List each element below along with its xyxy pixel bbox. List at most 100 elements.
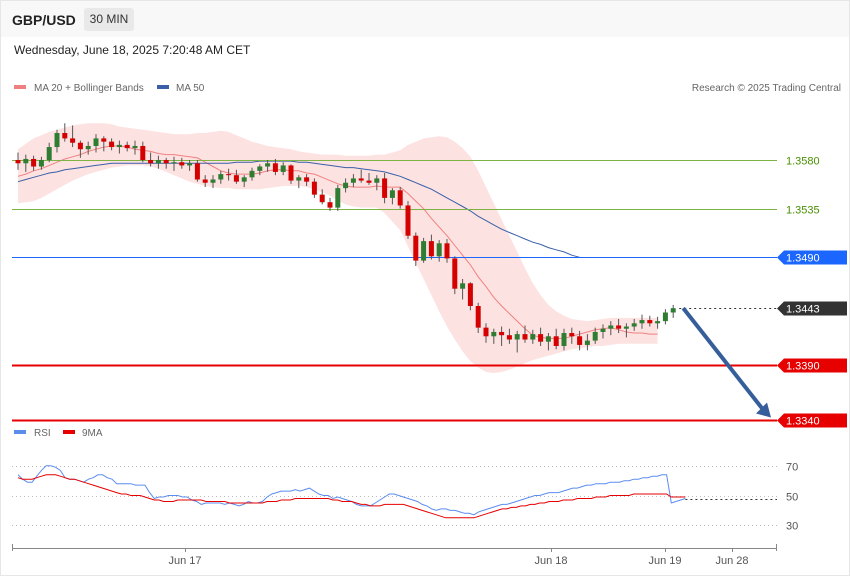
bullish-candle xyxy=(187,163,193,166)
bullish-candle xyxy=(218,174,224,180)
bullish-candle xyxy=(491,331,497,337)
bearish-candle xyxy=(538,334,544,342)
bullish-candle xyxy=(210,179,216,183)
bearish-candle xyxy=(382,178,388,198)
bullish-candle xyxy=(265,163,271,167)
bullish-candle xyxy=(257,166,263,171)
bearish-candle xyxy=(194,163,200,180)
bearish-candle xyxy=(483,327,489,337)
bullish-candle xyxy=(530,334,536,340)
bearish-candle xyxy=(358,178,364,181)
bearish-candle xyxy=(506,335,512,340)
bearish-candle xyxy=(366,180,372,183)
level-tag-pivot xyxy=(777,250,847,265)
bearish-candle xyxy=(616,325,622,329)
bullish-candle xyxy=(655,321,661,324)
x-tick-label: Jun 17 xyxy=(168,555,201,567)
timeframe-badge[interactable]: 30 MIN xyxy=(84,8,134,31)
level-label-support: 1.3340 xyxy=(786,416,820,428)
level-tag-support xyxy=(777,413,847,428)
bullish-candle xyxy=(662,312,668,322)
currency-pair-title: GBP/USD xyxy=(12,12,76,28)
ma20-line xyxy=(17,145,658,339)
bullish-candle xyxy=(296,177,302,181)
bearish-candle xyxy=(452,258,458,289)
x-tick-label: Jun 18 xyxy=(534,555,567,567)
timestamp-label: Wednesday, June 18, 2025 7:20:48 AM CET xyxy=(14,43,251,57)
bullish-candle xyxy=(389,190,395,198)
bearish-candle xyxy=(140,145,146,161)
bearish-candle xyxy=(109,141,115,148)
bullish-candle xyxy=(343,182,349,189)
rsi-tick-label: 70 xyxy=(786,462,798,474)
bullish-candle xyxy=(421,241,427,261)
bearish-candle xyxy=(288,165,294,181)
bearish-candle xyxy=(577,336,583,345)
ma20-legend-swatch xyxy=(14,85,26,89)
bullish-candle xyxy=(592,331,598,341)
bearish-candle xyxy=(272,163,278,172)
bullish-candle xyxy=(116,144,122,148)
x-axis: Jun 17 Jun 18 Jun 19 Jun 28 xyxy=(12,544,777,567)
bullish-candle xyxy=(249,170,255,178)
bullish-candle xyxy=(584,340,590,345)
rsi-line xyxy=(17,465,686,516)
bearish-candle xyxy=(467,283,473,307)
bullish-candle xyxy=(54,133,60,148)
rsi-ma-legend-swatch xyxy=(63,430,75,434)
bullish-candle xyxy=(631,323,637,327)
ma20-legend-label: MA 20 + Bollinger Bands xyxy=(34,83,144,94)
bearish-candle xyxy=(163,160,169,164)
ma50-legend-label: MA 50 xyxy=(176,83,205,94)
bullish-candle xyxy=(93,138,99,146)
level-lines-layer xyxy=(12,160,777,422)
rsi-tick-label: 50 xyxy=(786,492,798,504)
bullish-candle xyxy=(46,147,52,161)
bearish-candle xyxy=(77,142,83,150)
forecast-arrow-layer xyxy=(681,306,771,418)
bearish-candle xyxy=(124,144,130,149)
x-tick-label: Jun 19 xyxy=(648,555,681,567)
level-label-pivot: 1.3490 xyxy=(786,253,820,265)
bollinger-band-area xyxy=(18,123,658,373)
level-label-last: 1.3443 xyxy=(786,304,820,316)
bullish-candle xyxy=(545,336,551,342)
bearish-candle xyxy=(444,243,450,259)
x-tick-label: Jun 28 xyxy=(715,555,748,567)
level-tag-last xyxy=(777,301,847,316)
bearish-candle xyxy=(475,306,481,328)
bullish-candle xyxy=(639,320,645,324)
bullish-candle xyxy=(132,145,138,149)
header-bar xyxy=(1,1,849,37)
bullish-candle xyxy=(623,326,629,329)
level-label-support: 1.3390 xyxy=(786,361,820,373)
bearish-candle xyxy=(226,174,232,176)
bearish-candle xyxy=(179,162,185,166)
bearish-candle xyxy=(327,202,333,208)
ma50-legend-swatch xyxy=(157,85,169,89)
credit-label: Research © 2025 Trading Central xyxy=(692,83,841,94)
bullish-candle xyxy=(436,243,442,257)
bearish-candle xyxy=(311,181,317,195)
bullish-candle xyxy=(600,328,606,332)
rsi-tick-label: 30 xyxy=(786,521,798,533)
rsi-legend-swatch xyxy=(14,430,26,434)
level-labels-layer: 1.3580 1.3535 1.3490 1.3443 1.3390 1.3340 xyxy=(777,156,847,428)
bearish-candle xyxy=(522,334,528,340)
candles-layer xyxy=(15,123,676,353)
bearish-candle xyxy=(202,179,208,183)
bullish-candle xyxy=(374,178,380,183)
bullish-candle xyxy=(670,308,676,313)
bearish-candle xyxy=(405,205,411,236)
bullish-candle xyxy=(280,165,286,172)
bearish-candle xyxy=(62,133,68,139)
bullish-candle xyxy=(23,158,29,164)
bearish-candle xyxy=(148,160,154,164)
bearish-candle xyxy=(499,331,505,336)
bullish-candle xyxy=(38,160,44,167)
bearish-candle xyxy=(553,336,559,347)
rsi-legend-label: RSI xyxy=(34,428,51,439)
bearish-candle xyxy=(15,160,21,164)
